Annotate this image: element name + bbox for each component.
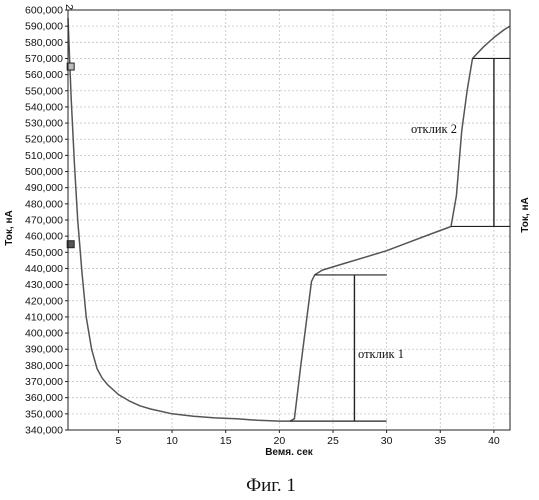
y-tick-label: 530,000 [25, 118, 63, 130]
y-tick-label: 580,000 [25, 37, 63, 49]
corner-label: 2 [63, 4, 75, 10]
x-tick-label: 25 [327, 435, 339, 447]
y-tick-label: 450,000 [25, 247, 63, 259]
x-tick-label: 35 [434, 435, 446, 447]
x-tick-label: 30 [381, 435, 393, 447]
y-tick-label: 560,000 [25, 69, 63, 81]
y-tick-label: 390,000 [25, 344, 63, 356]
y-tick-label: 570,000 [25, 53, 63, 65]
y-tick-label: 500,000 [25, 166, 63, 178]
y-tick-label: 350,000 [25, 408, 63, 420]
y-tick-label: 460,000 [25, 231, 63, 243]
x-tick-label: 20 [274, 435, 286, 447]
y-axis-title: Ток, нА [4, 210, 15, 245]
x-tick-label: 15 [220, 435, 232, 447]
tick-layer: 340,000 350,000 360,000 370,000 380,000 390,0… [25, 5, 500, 448]
y-tick-label: 510,000 [25, 150, 63, 162]
y-tick-label: 590,000 [25, 21, 63, 33]
annotation-layer: отклик 1 отклик 2 [290, 58, 510, 421]
x-tick-label: 5 [116, 435, 122, 447]
y-tick-label: 370,000 [25, 376, 63, 388]
y-axis-title-right: Ток, нА [520, 197, 531, 232]
y-tick-label: 490,000 [25, 182, 63, 194]
y-tick-label: 340,000 [25, 425, 63, 437]
y-tick-label: 430,000 [25, 279, 63, 291]
response_2-label: отклик 2 [411, 122, 457, 136]
y-tick-label: 420,000 [25, 295, 63, 307]
y-tick-label: 440,000 [25, 263, 63, 275]
x-tick-label: 40 [488, 435, 500, 447]
y-tick-label: 600,000 [25, 5, 63, 17]
y-tick-label: 540,000 [25, 101, 63, 113]
x-axis-title: Вемя. сек [265, 447, 314, 458]
y-tick-label: 480,000 [25, 198, 63, 210]
y-tick-label: 360,000 [25, 392, 63, 404]
figure-caption: Фиг. 1 [246, 475, 296, 496]
response_1-label: отклик 1 [358, 347, 404, 361]
grid-layer [68, 10, 510, 430]
y-tick-label: 470,000 [25, 215, 63, 227]
x-tick-label: 10 [166, 435, 178, 447]
y-tick-label: 380,000 [25, 360, 63, 372]
y-tick-label: 400,000 [25, 328, 63, 340]
y-tick-label: 520,000 [25, 134, 63, 146]
y-tick-label: 410,000 [25, 311, 63, 323]
y-tick-label: 550,000 [25, 85, 63, 97]
